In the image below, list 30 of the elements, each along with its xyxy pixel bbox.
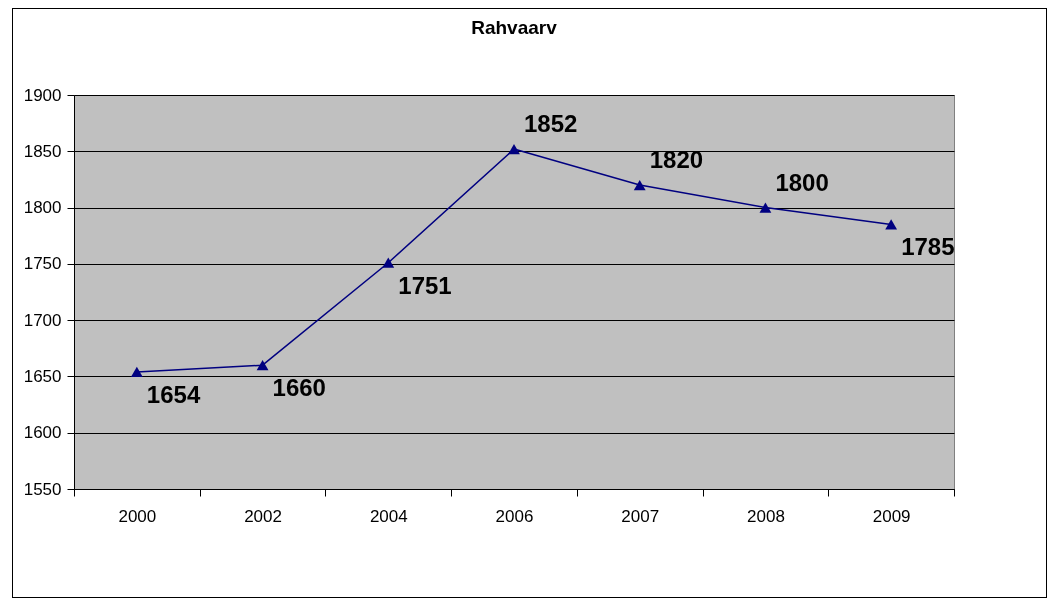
y-tick-label: 1850	[23, 141, 62, 161]
x-tick-label: 2009	[872, 506, 911, 526]
point	[382, 257, 395, 268]
x-tick-label: 2002	[244, 506, 282, 526]
point	[759, 202, 772, 213]
point	[130, 366, 143, 378]
data-label: 1800	[775, 168, 829, 196]
x-tick-label: 2004	[369, 506, 408, 526]
x-tick-label: 2008	[747, 506, 785, 526]
point	[508, 143, 520, 155]
y-tick-label: 1600	[23, 423, 62, 443]
x-tick-label: 2007	[621, 506, 660, 526]
data-label: 1751	[398, 271, 452, 299]
data-label: 1820	[649, 146, 704, 174]
chart-title: Rahvaarv	[471, 17, 558, 38]
y-tick-label: 1900	[23, 85, 62, 105]
y-tick-label: 1700	[23, 310, 62, 330]
point	[885, 219, 898, 230]
y-tick-label: 1750	[23, 254, 62, 274]
data-label: 1660	[272, 374, 326, 402]
y-tick-label: 1800	[23, 198, 62, 218]
y-tick-label: 1550	[23, 479, 62, 499]
data-label: 1852	[524, 110, 578, 138]
y-tick-label: 1650	[23, 366, 62, 386]
point	[633, 179, 646, 191]
data-label: 1785	[901, 233, 955, 261]
point	[256, 360, 269, 371]
data-label: 1654	[146, 380, 201, 408]
x-tick-label: 2006	[495, 506, 534, 526]
x-tick-label: 2000	[118, 506, 157, 526]
